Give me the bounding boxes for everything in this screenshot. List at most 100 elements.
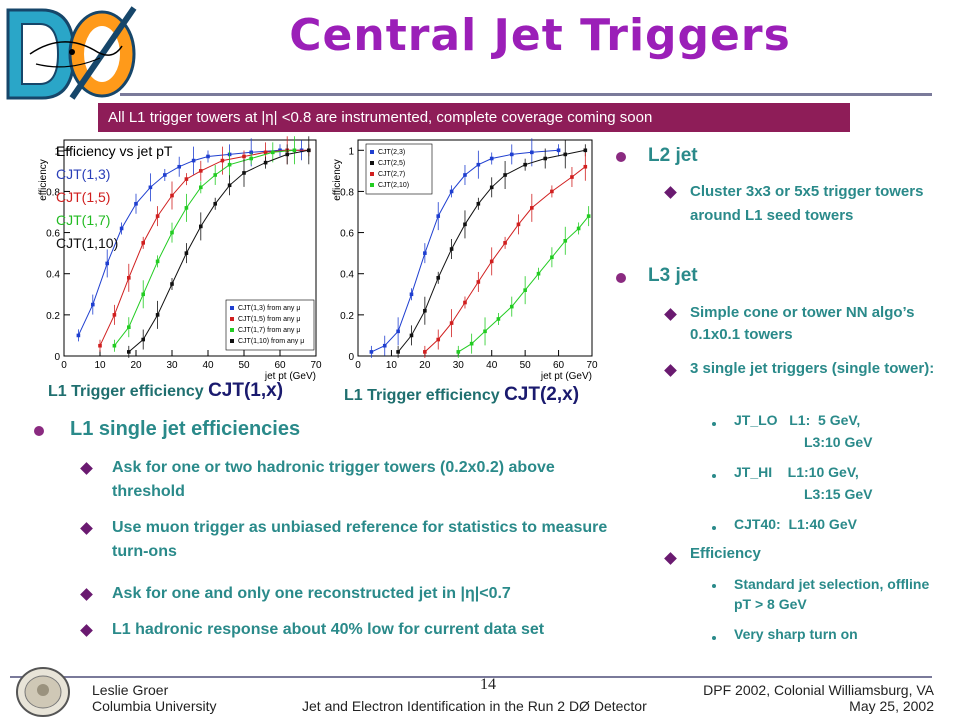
plot2-caption-bold: CJT(2,x) <box>504 384 580 405</box>
data-point <box>409 333 414 338</box>
data-point <box>463 300 467 305</box>
data-point <box>242 171 246 175</box>
data-point <box>496 317 501 321</box>
plot2-caption-text: L1 Trigger efficiency <box>344 387 505 404</box>
l1-item-4: L1 hadronic response about 40% low for c… <box>112 621 545 638</box>
data-point <box>476 162 481 167</box>
data-point <box>476 201 481 206</box>
l1-item-1: Ask for one or two hadronic trigger towe… <box>112 459 555 500</box>
l1-item-3: Ask for one and only one reconstructed j… <box>112 585 511 602</box>
x-tick-label: 0 <box>61 360 67 371</box>
x-tick-label: 20 <box>419 360 431 371</box>
legend-item-cjt-1-5: CJT(1,5) <box>56 189 111 205</box>
y-axis-label: efficiency <box>332 159 343 201</box>
data-point <box>409 292 414 297</box>
data-point <box>127 350 131 354</box>
x-axis-label: jet pt (GeV) <box>540 371 592 382</box>
x-tick-label: 50 <box>520 360 532 371</box>
data-point <box>249 156 253 161</box>
legend-entry: CJT(1,5) from any μ <box>238 316 300 323</box>
data-point <box>141 241 145 245</box>
series-line-CJT(1,7) <box>114 149 295 347</box>
bullet-circle <box>34 426 44 436</box>
data-point <box>509 304 514 309</box>
footer-conference: DPF 2002, Colonial Williamsburg, VA <box>703 682 934 698</box>
bullet-dot <box>712 422 716 426</box>
legend-marker <box>370 161 374 165</box>
bullet-dot <box>712 474 716 478</box>
trigger-jt-lo-l3: L3:10 GeV <box>804 434 873 450</box>
x-tick-label: 10 <box>386 360 398 371</box>
series-line-CJT(1,10) <box>128 149 309 353</box>
data-point <box>249 150 253 155</box>
legend-marker <box>230 306 234 310</box>
legend-entry: CJT(1,3) from any μ <box>238 305 300 312</box>
x-tick-label: 40 <box>486 360 498 371</box>
data-point <box>278 148 282 153</box>
data-point <box>476 280 481 284</box>
data-point <box>134 201 138 206</box>
l3-heading: L3 jet <box>648 265 698 286</box>
data-point <box>543 156 547 161</box>
x-tick-label: 0 <box>355 360 361 371</box>
y-tick-label: 0.4 <box>46 270 60 281</box>
data-point <box>523 162 527 167</box>
trigger-jt-lo-l1: JT_LO L1: 5 GeV, <box>734 412 861 428</box>
legend-marker <box>370 183 374 187</box>
data-point <box>463 222 467 227</box>
y-tick-label: 1 <box>348 146 354 157</box>
bullet-diamond <box>80 522 93 535</box>
data-point <box>436 337 441 342</box>
legend-marker <box>370 172 374 176</box>
data-point <box>199 185 203 190</box>
data-point <box>163 173 167 177</box>
data-point <box>509 152 514 157</box>
data-point <box>563 239 568 243</box>
data-point <box>191 158 196 163</box>
data-point <box>184 206 189 210</box>
bullet-diamond <box>664 186 677 199</box>
data-point <box>271 150 275 155</box>
series-line-CJT(1,3) <box>77 149 302 336</box>
data-point <box>449 247 454 251</box>
data-point <box>449 321 454 325</box>
in-plot-legend <box>365 143 433 195</box>
data-point <box>516 222 521 227</box>
data-point <box>170 230 174 235</box>
data-point <box>105 261 109 266</box>
l3-item-2: 3 single jet triggers (single tower): <box>690 360 935 377</box>
data-point <box>583 148 588 153</box>
bullet-diamond <box>664 552 677 565</box>
bullet-dot <box>712 584 716 588</box>
y-tick-label: 0.8 <box>46 187 60 198</box>
y-tick-label: 0.8 <box>340 187 354 198</box>
bullet-diamond <box>664 364 677 377</box>
bullet-dot <box>712 526 716 530</box>
trigger-jt-hi-l3: L3:15 GeV <box>804 486 873 502</box>
data-point <box>483 329 487 334</box>
data-point <box>423 251 427 255</box>
legend-entry: CJT(2,5) <box>378 160 405 167</box>
x-axis-label: jet pt (GeV) <box>264 371 316 382</box>
legend-marker <box>230 317 234 321</box>
data-point <box>206 154 210 159</box>
data-point <box>76 333 81 338</box>
data-point <box>213 201 217 206</box>
y-tick-label: 0 <box>54 352 60 363</box>
data-point <box>155 259 160 264</box>
legend-marker <box>370 150 374 154</box>
plot1-caption: L1 Trigger efficiency CJT(1,x) <box>48 380 283 402</box>
x-tick-label: 20 <box>130 360 142 371</box>
page-title: Central Jet Triggers <box>289 10 791 61</box>
data-point <box>263 160 268 165</box>
x-tick-label: 60 <box>274 360 286 371</box>
bullet-diamond <box>80 588 93 601</box>
legend-title: Efficiency vs jet pT <box>56 143 173 159</box>
data-point <box>199 169 203 173</box>
data-point <box>141 292 145 297</box>
data-point <box>155 214 160 218</box>
plot1-caption-text: L1 Trigger efficiency <box>48 383 209 400</box>
trigger-cjt40: CJT40: L1:40 GeV <box>734 516 857 532</box>
legend-entry: CJT(2,10) <box>378 182 409 189</box>
